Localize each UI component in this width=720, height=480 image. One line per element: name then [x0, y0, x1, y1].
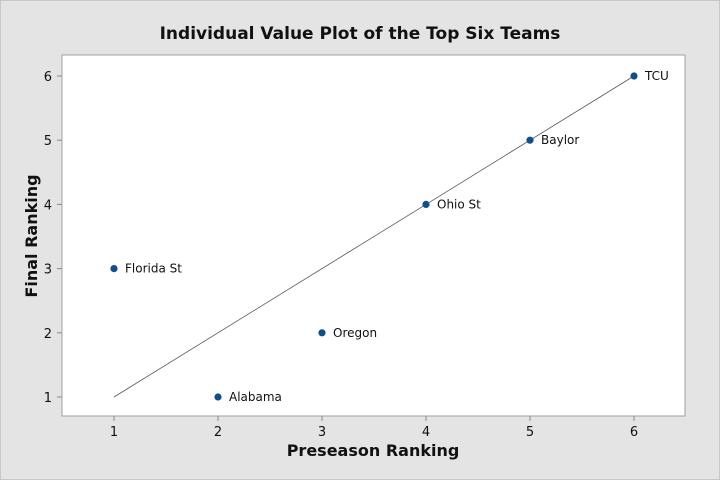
- x-tick-label: 1: [110, 425, 118, 440]
- chart-title: Individual Value Plot of the Top Six Tea…: [160, 24, 561, 44]
- x-axis-label: Preseason Ranking: [287, 441, 460, 460]
- point-label: Oregon: [333, 326, 377, 340]
- data-point: [630, 72, 638, 80]
- point-label: Ohio St: [437, 197, 481, 211]
- y-axis-label: Final Ranking: [22, 174, 41, 297]
- data-point: [422, 200, 430, 208]
- y-tick-label: 2: [44, 327, 52, 342]
- y-tick-label: 6: [44, 70, 52, 85]
- data-point: [110, 265, 118, 273]
- data-point: [214, 393, 222, 401]
- x-tick-label: 2: [214, 425, 222, 440]
- x-tick-label: 6: [630, 425, 638, 440]
- reference-line: [113, 75, 635, 398]
- point-label: Florida St: [125, 262, 182, 276]
- y-tick-label: 1: [44, 391, 52, 406]
- point-label: TCU: [644, 69, 669, 83]
- y-tick-label: 3: [44, 263, 52, 278]
- data-point: [318, 329, 326, 337]
- point-label: Alabama: [229, 390, 282, 404]
- x-tick-label: 4: [422, 425, 430, 440]
- y-tick-label: 5: [44, 134, 52, 149]
- y-tick-label: 4: [44, 198, 52, 213]
- x-tick-label: 3: [318, 425, 326, 440]
- plot-area: [61, 54, 686, 417]
- x-tick-label: 5: [526, 425, 534, 440]
- point-label: Baylor: [541, 133, 579, 147]
- data-point: [526, 136, 534, 144]
